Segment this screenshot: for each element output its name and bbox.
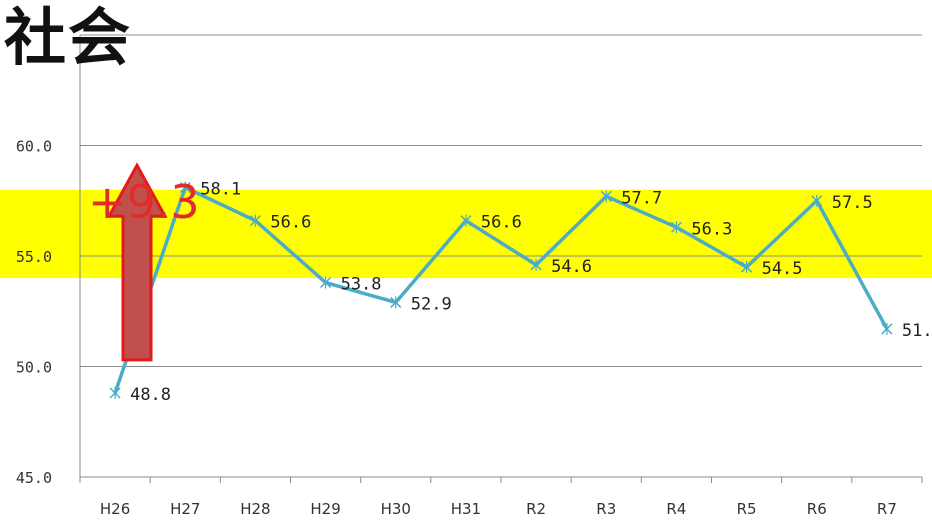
data-point-marker	[670, 221, 682, 234]
x-tick-label: H26	[100, 500, 130, 518]
data-label: 57.5	[832, 193, 873, 213]
x-tick-label: H29	[310, 500, 340, 518]
up-arrow-icon	[106, 162, 168, 362]
data-point-marker	[109, 387, 121, 400]
data-label: 53.8	[341, 275, 382, 295]
data-label: 52.9	[411, 294, 452, 314]
y-tick-label: 50.0	[16, 359, 52, 377]
x-tick-label: R3	[596, 500, 616, 518]
data-label: 54.5	[762, 259, 803, 279]
x-tick-label: R4	[666, 500, 686, 518]
data-label: 51.7	[902, 321, 932, 341]
chart-title: 社会	[4, 1, 133, 74]
data-label: 56.6	[270, 213, 311, 233]
data-point-marker	[530, 258, 542, 271]
x-tick-label: H30	[381, 500, 411, 518]
data-point-marker	[460, 214, 472, 227]
data-label: 57.7	[621, 188, 662, 208]
series-line	[113, 185, 889, 394]
data-point-marker	[249, 214, 261, 227]
x-tick-label: R5	[737, 500, 757, 518]
data-label: 56.6	[481, 213, 522, 233]
x-tick-label: H27	[170, 500, 200, 518]
x-tick-label: H31	[451, 500, 481, 518]
data-point-marker	[741, 261, 753, 274]
data-point-marker	[320, 276, 332, 289]
y-tick-label: 60.0	[16, 138, 52, 156]
data-point-marker	[390, 296, 402, 309]
data-label: 54.6	[551, 257, 592, 277]
change-callout: +9.3	[88, 175, 200, 229]
x-tick-label: H28	[240, 500, 270, 518]
data-point-marker	[179, 181, 191, 194]
data-label: 58.1	[200, 179, 241, 199]
y-tick-label: 55.0	[16, 248, 52, 266]
data-point-marker	[600, 190, 612, 203]
data-label: 48.8	[130, 385, 171, 405]
x-tick-label: R6	[807, 500, 827, 518]
x-tick-label: R7	[877, 500, 897, 518]
x-tick-label: R2	[526, 500, 546, 518]
data-label: 56.3	[691, 219, 732, 239]
data-point-marker	[811, 194, 823, 207]
y-tick-label: 45.0	[16, 469, 52, 487]
data-point-marker	[881, 322, 893, 335]
